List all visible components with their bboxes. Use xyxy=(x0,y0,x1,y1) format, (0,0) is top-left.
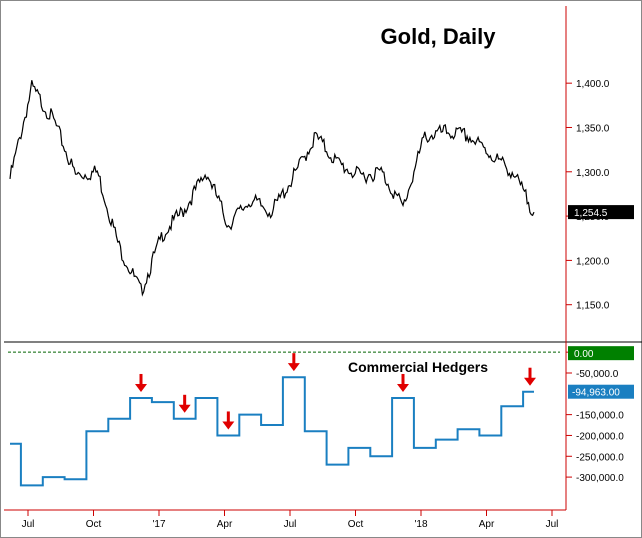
hedgers-last-badge xyxy=(568,384,634,399)
down-arrow-head-icon xyxy=(178,404,191,413)
x-tick-label: Jul xyxy=(284,519,297,530)
hedgers-last-label: -94,963.00 xyxy=(572,388,620,399)
chart-title: Gold, Daily xyxy=(381,24,497,49)
x-tick-label: Oct xyxy=(86,519,102,530)
hedger-tick-label: -200,000.0 xyxy=(576,431,624,442)
hedger-tick-label: -250,000.0 xyxy=(576,452,624,463)
price-tick-label: 1,200.0 xyxy=(576,256,610,267)
x-axis-ticks: Jul Oct '17 Apr Jul Oct '18 Apr Jul xyxy=(22,510,559,530)
hedger-tick-label: -300,000.0 xyxy=(576,473,624,484)
down-arrow-head-icon xyxy=(524,377,536,386)
down-arrow-head-icon xyxy=(222,421,235,430)
zero-label: 0.00 xyxy=(574,349,594,360)
price-tick-label: 1,350.0 xyxy=(576,123,610,134)
x-tick-label: '17 xyxy=(152,519,165,530)
hedger-markers xyxy=(135,353,536,430)
price-last-label: 1,254.5 xyxy=(574,208,608,219)
hedger-axis-ticks: -50,000.0 -150,000.0 -200,000.0 -250,000.0 -… xyxy=(566,351,624,484)
price-last-badge xyxy=(568,205,634,220)
price-tick-label: 1,300.0 xyxy=(576,168,610,179)
commercial-hedgers-series xyxy=(10,376,534,487)
price-tick-label: 1,400.0 xyxy=(576,79,610,90)
down-arrow-head-icon xyxy=(397,383,409,392)
down-arrow-head-icon xyxy=(287,363,300,372)
x-tick-label: Jul xyxy=(546,519,559,530)
hedger-tick-label: -50,000.0 xyxy=(576,369,619,380)
hedgers-title: Commercial Hedgers xyxy=(348,359,488,375)
gold-price-series xyxy=(9,80,535,297)
hedger-tick-label: -150,000.0 xyxy=(576,411,624,422)
x-tick-label: Apr xyxy=(217,519,233,530)
x-tick-label: Oct xyxy=(348,519,364,530)
down-arrow-head-icon xyxy=(135,383,147,392)
x-tick-label: Apr xyxy=(479,519,495,530)
price-tick-label: 1,150.0 xyxy=(576,301,610,312)
x-tick-label: '18 xyxy=(414,519,427,530)
zero-badge xyxy=(568,346,634,361)
x-tick-label: Jul xyxy=(22,519,35,530)
